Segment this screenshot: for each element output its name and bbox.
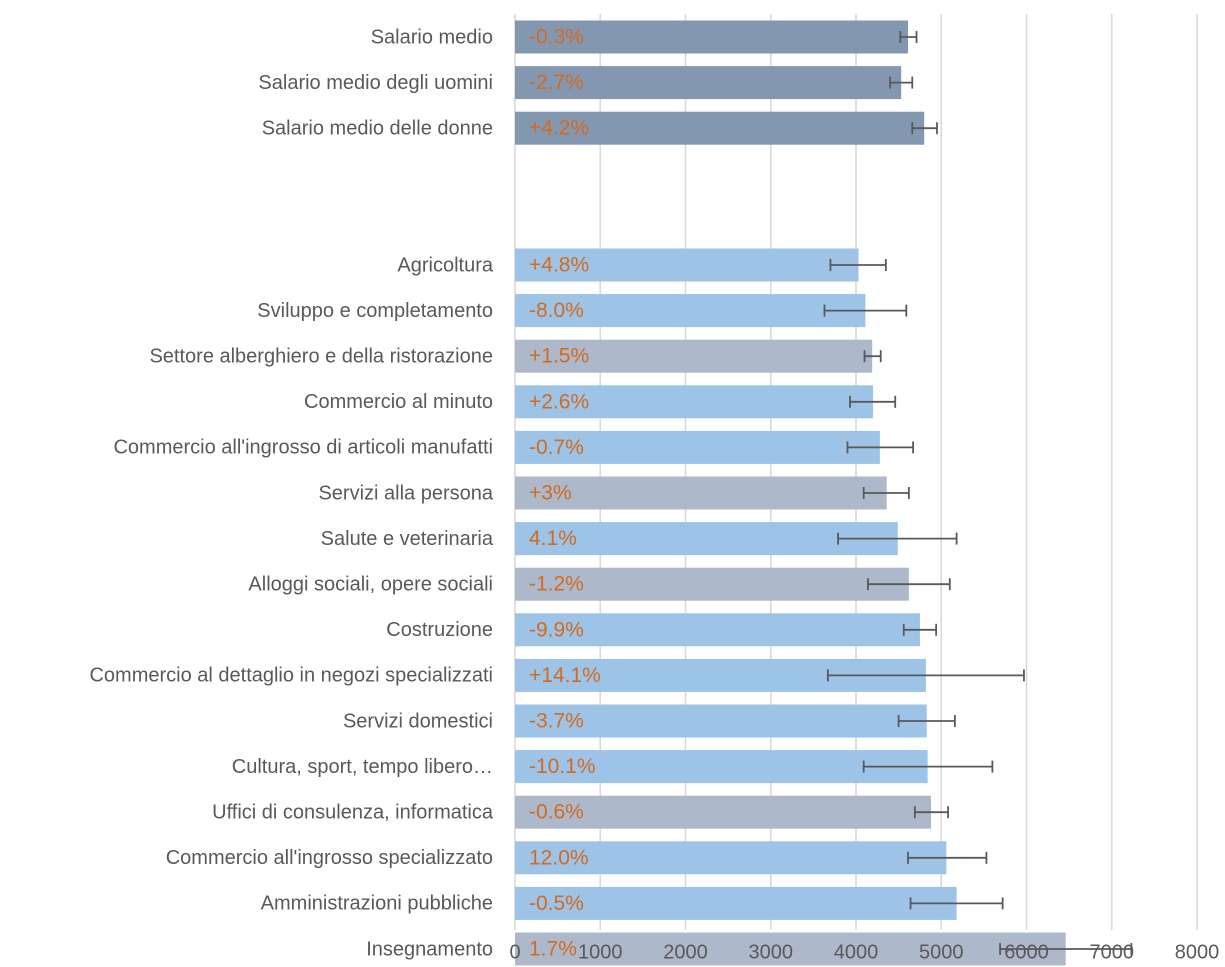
category-label: Insegnamento (366, 938, 493, 960)
category-label: Alloggi sociali, opere sociali (248, 573, 493, 595)
category-label: Salario medio delle donne (262, 117, 493, 139)
category-label: Cultura, sport, tempo libero… (232, 756, 493, 778)
bar (515, 339, 873, 373)
x-tick-label: 7000 (1090, 941, 1135, 963)
bar (515, 476, 887, 510)
error-bar (849, 395, 897, 408)
category-label: Commercio al minuto (304, 391, 493, 413)
category-label: Amministrazioni pubbliche (261, 893, 493, 915)
bar (515, 522, 898, 556)
data-label: +4.8% (529, 254, 589, 277)
gridlines (514, 14, 1198, 930)
category-label: Uffici di consulenza, informatica (212, 801, 494, 823)
error-bar (867, 578, 951, 591)
data-label: +14.1% (529, 664, 601, 687)
bar (515, 750, 928, 784)
bar (515, 886, 957, 920)
category-label: Salario medio degli uomini (258, 72, 493, 94)
error-bar (826, 669, 1025, 682)
category-label: Servizi alla persona (318, 482, 493, 504)
x-tick-label: 2000 (663, 941, 708, 963)
error-bar (899, 31, 918, 43)
category-label: Sviluppo e completamento (257, 300, 493, 322)
data-label: 12.0% (529, 846, 589, 869)
category-label: Salute e veterinaria (321, 528, 494, 550)
error-bars (823, 31, 1133, 955)
x-tick-label: 6000 (1004, 941, 1049, 963)
bar (515, 841, 947, 875)
x-axis-tick-labels: 0 1000 2000 3000 4000 5000 6000 7000 8000 (509, 941, 1219, 963)
data-labels: -0.3% -2.7% +4.2% +4.8% -8.0% +1.5% +2.6% -0.7%… (529, 26, 601, 961)
x-tick-label: 3000 (749, 941, 794, 963)
data-label: -0.3% (529, 26, 584, 49)
data-label: 4.1% (529, 527, 577, 550)
bar (515, 248, 859, 282)
error-bar (862, 760, 994, 773)
category-label: Agricoltura (397, 254, 493, 276)
category-label: Costruzione (386, 619, 493, 641)
bar (515, 704, 927, 738)
bar (515, 20, 909, 54)
category-label: Commercio al dettaglio in negozi special… (89, 665, 493, 687)
bar (515, 567, 909, 601)
data-label: +3% (529, 482, 572, 505)
error-bar (829, 259, 887, 271)
error-bar (897, 715, 956, 727)
data-label: -10.1% (529, 755, 596, 778)
category-label: Commercio all'ingrosso specializzato (166, 847, 493, 869)
bar (515, 795, 932, 829)
error-bar (999, 943, 1133, 955)
x-tick-label: 0 (509, 941, 520, 963)
data-label: -9.9% (529, 618, 584, 641)
bar (515, 294, 866, 328)
bar (515, 66, 902, 100)
bar (515, 111, 925, 145)
bar (515, 430, 880, 464)
data-label: -0.5% (529, 892, 584, 915)
bars (515, 20, 1066, 966)
category-label: Settore alberghiero e della ristorazione (149, 345, 493, 367)
bar (515, 613, 920, 647)
error-bar (823, 304, 908, 317)
data-label: -0.7% (529, 436, 584, 459)
error-bar (902, 623, 938, 636)
x-tick-label: 1000 (578, 941, 623, 963)
bar (515, 385, 874, 419)
data-label: +1.5% (529, 345, 589, 368)
error-bar (863, 350, 882, 363)
error-bar (909, 897, 1004, 910)
data-label: -0.6% (529, 801, 584, 824)
data-label: -2.7% (529, 71, 584, 94)
error-bar (889, 76, 914, 89)
data-label: -3.7% (529, 710, 584, 733)
data-label: -8.0% (529, 299, 584, 322)
error-bar (911, 122, 938, 135)
x-tick-label: 5000 (919, 941, 964, 963)
x-tick-label: 4000 (834, 941, 879, 963)
error-bar (846, 441, 915, 454)
category-label: Commercio all'ingrosso di articoli manuf… (113, 437, 493, 459)
data-label: 1.7% (529, 938, 577, 961)
error-bar (862, 487, 910, 499)
category-label: Servizi domestici (343, 710, 493, 732)
x-tick-label: 8000 (1175, 941, 1220, 963)
bar (515, 932, 1066, 966)
error-bar (907, 851, 988, 864)
category-label: Salario medio (371, 26, 493, 48)
category-labels: Salario medio Salario medio degli uomini S… (89, 26, 493, 960)
error-bar (837, 532, 958, 545)
error-bar (913, 806, 949, 819)
data-label: -1.2% (529, 573, 584, 596)
data-label: +2.6% (529, 390, 589, 413)
data-label: +4.2% (529, 117, 589, 140)
